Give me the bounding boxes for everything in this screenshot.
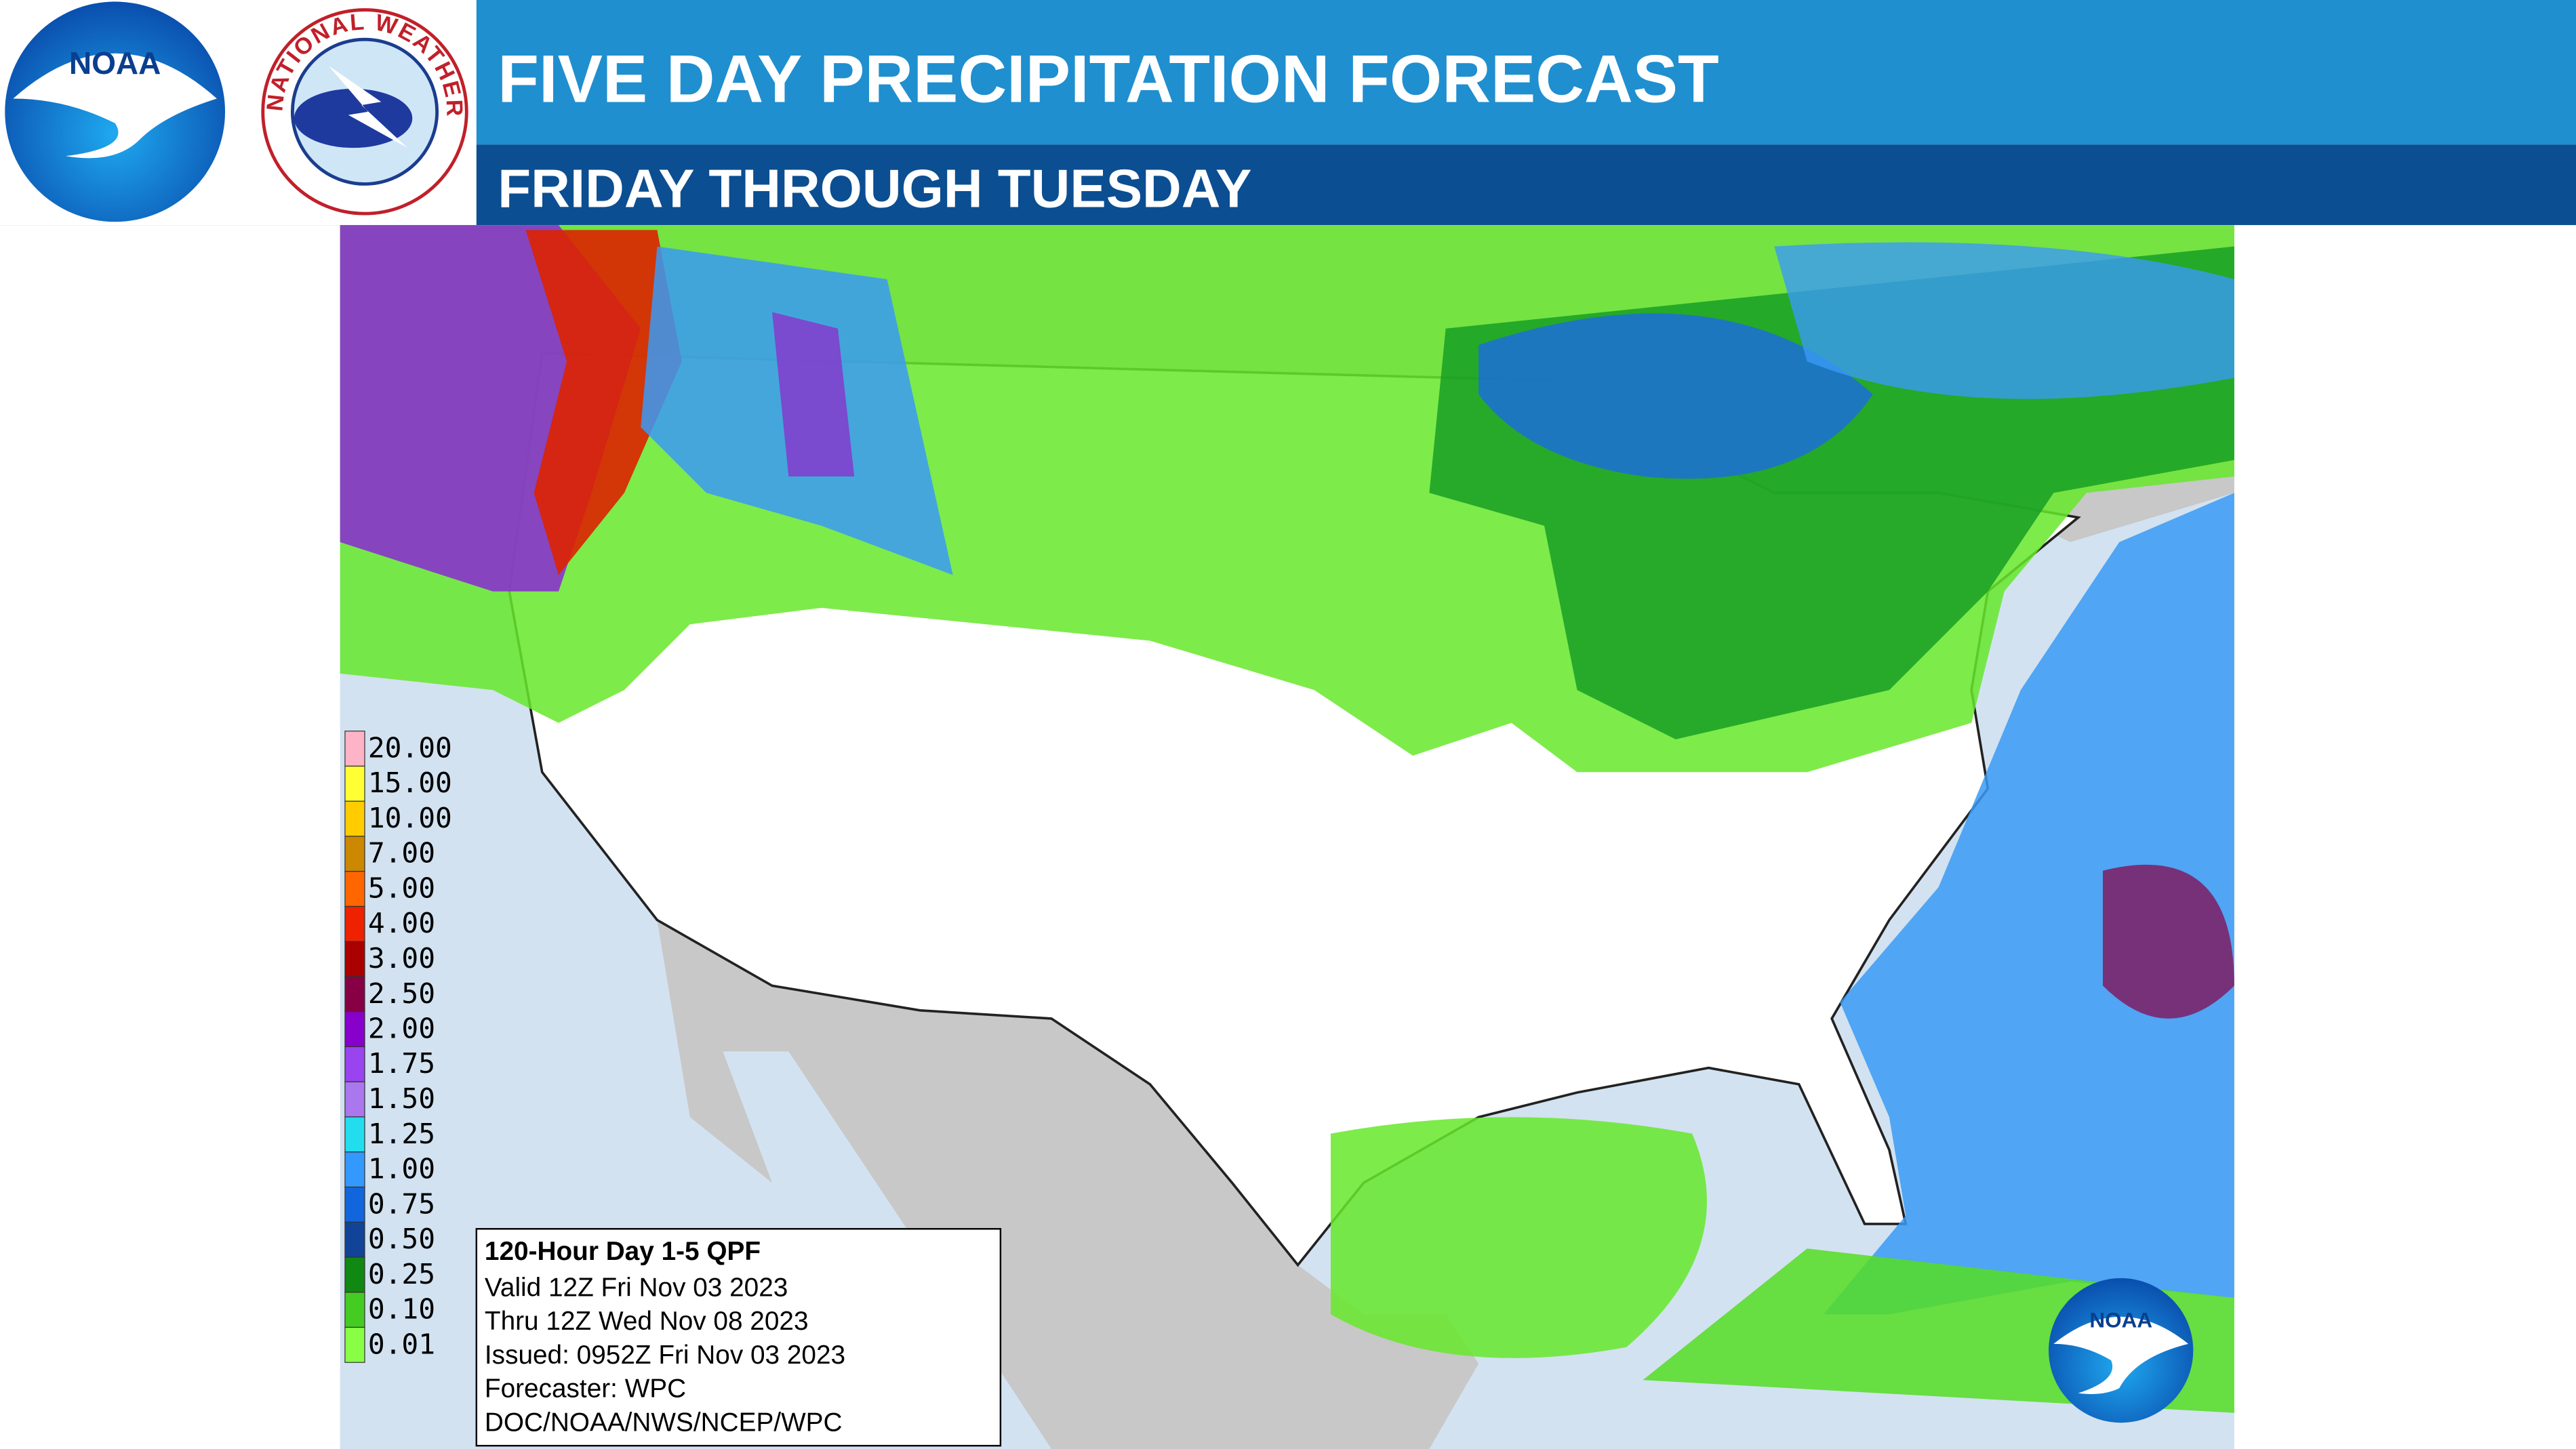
info-line: Forecaster: WPC — [485, 1374, 686, 1404]
legend-label: 2.00 — [368, 1013, 435, 1045]
info-line: Issued: 0952Z Fri Nov 03 2023 — [485, 1341, 845, 1370]
noaa-text-small: NOAA — [2089, 1308, 2152, 1332]
legend-label: 7.00 — [368, 837, 435, 870]
legend-label: 3.00 — [368, 942, 435, 975]
legend-label: 0.10 — [368, 1293, 435, 1326]
legend-swatch — [344, 1116, 365, 1153]
legend-label: 2.50 — [368, 977, 435, 1010]
legend-label: 10.00 — [368, 802, 452, 834]
legend-swatch — [344, 1046, 365, 1082]
legend-swatch — [344, 941, 365, 977]
noaa-gull-small — [2053, 1316, 2189, 1394]
legend-label: 4.00 — [368, 907, 435, 939]
legend-swatch — [344, 731, 365, 767]
info-title: 120-Hour Day 1-5 QPF — [485, 1237, 761, 1266]
legend-swatch — [344, 976, 365, 1013]
precip-atlantic — [1824, 493, 2234, 1315]
legend-label: 0.25 — [368, 1258, 435, 1290]
noaa-gull — [13, 53, 217, 159]
title: FIVE DAY PRECIPITATION FORECAST — [498, 41, 1718, 117]
legend-swatch — [344, 1081, 365, 1118]
legend-swatch — [344, 836, 365, 872]
map — [340, 225, 2234, 1449]
legend-label: 1.50 — [368, 1082, 435, 1115]
precip-gulf — [1331, 1117, 1707, 1358]
precip-atlantic-heavy — [2103, 864, 2234, 1019]
precip-canada-east — [1774, 242, 2234, 399]
info-text: 120-Hour Day 1-5 QPF Valid 12Z Fri Nov 0… — [485, 1237, 845, 1437]
legend-swatch — [344, 765, 365, 802]
legend-swatch — [344, 800, 365, 837]
info-box — [475, 1227, 1002, 1447]
legend-label: 5.00 — [368, 872, 435, 904]
legend-swatch — [344, 871, 365, 907]
noaa-text: NOAA — [69, 45, 161, 81]
info-line: Thru 12Z Wed Nov 08 2023 — [485, 1307, 809, 1336]
info-line: Valid 12Z Fri Nov 03 2023 — [485, 1273, 788, 1303]
precip-cascades — [525, 230, 682, 575]
legend-label: 0.50 — [368, 1223, 435, 1255]
legend-label: 0.75 — [368, 1187, 435, 1220]
nws-bolt — [328, 65, 408, 148]
legend-swatch — [344, 1151, 365, 1188]
precip-idaho — [772, 312, 855, 476]
legend-label: 15.00 — [368, 767, 452, 799]
legend-label: 0.01 — [368, 1328, 435, 1360]
legend-label: 20.00 — [368, 731, 452, 764]
legend-swatch — [344, 1257, 365, 1293]
legend-label: 1.25 — [368, 1118, 435, 1150]
legend-swatch — [344, 1326, 365, 1363]
legend-swatch — [344, 1292, 365, 1328]
precip-great-lakes — [1478, 313, 1873, 479]
legend: 20.0015.0010.007.005.004.003.002.502.001… — [344, 731, 452, 1363]
legend-label: 1.75 — [368, 1047, 435, 1080]
legend-swatch — [344, 1186, 365, 1223]
subtitle: FRIDAY THROUGH TUESDAY — [498, 158, 1251, 218]
legend-swatch — [344, 1221, 365, 1258]
legend-label: 1.00 — [368, 1153, 435, 1185]
info-line: DOC/NOAA/NWS/NCEP/WPC — [485, 1408, 843, 1437]
mexico — [657, 920, 1479, 1449]
legend-swatch — [344, 905, 365, 942]
legend-swatch — [344, 1011, 365, 1048]
